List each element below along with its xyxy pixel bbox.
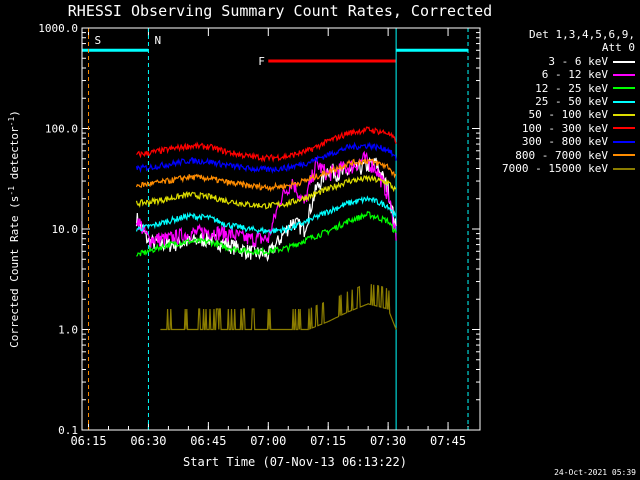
chart-title: RHESSI Observing Summary Count Rates, Co… bbox=[68, 2, 492, 20]
y-label-mid: detector bbox=[8, 126, 21, 186]
series-line-s700015000 bbox=[160, 284, 397, 331]
legend-item-s300800: 300 - 800 keV bbox=[480, 135, 635, 148]
legend-label-s8007000: 800 - 7000 keV bbox=[515, 148, 608, 162]
legend-label-s50100: 50 - 100 keV bbox=[528, 108, 608, 122]
flag-label-2: F bbox=[258, 55, 265, 68]
legend-swatch-s36 bbox=[613, 60, 635, 63]
y-label-sup-1: -1 bbox=[7, 186, 16, 196]
series-line-s8007000 bbox=[135, 157, 397, 193]
marker-label-0: S bbox=[95, 34, 102, 47]
x-tick-label-6: 07:45 bbox=[430, 434, 466, 448]
legend-label-s300800: 300 - 800 keV bbox=[521, 135, 608, 149]
y-tick-label-4: 1000.0 bbox=[38, 22, 78, 35]
legend-swatch-s300800 bbox=[613, 140, 635, 143]
legend-item-s2550: 25 - 50 keV bbox=[480, 95, 635, 108]
legend-label-s1225: 12 - 25 keV bbox=[535, 81, 608, 95]
marker-label-1: N bbox=[154, 34, 161, 47]
series-line-s2550 bbox=[135, 195, 397, 235]
legend-label-s36: 3 - 6 keV bbox=[548, 54, 608, 68]
legend-swatch-s2550 bbox=[613, 100, 635, 103]
series-line-s100300 bbox=[136, 126, 397, 163]
legend-label-s100300: 100 - 300 keV bbox=[521, 121, 608, 135]
legend-label-s700015000: 7000 - 15000 keV bbox=[502, 161, 608, 175]
x-axis-label: Start Time (07-Nov-13 06:13:22) bbox=[183, 455, 407, 469]
x-tick-label-2: 06:45 bbox=[190, 434, 226, 448]
plot-frame bbox=[81, 27, 481, 431]
series-line-s50100 bbox=[135, 174, 397, 210]
x-tick-label-3: 07:00 bbox=[250, 434, 286, 448]
legend-item-s1225: 12 - 25 keV bbox=[480, 82, 635, 95]
legend-header-attenuator: Att 0 bbox=[601, 41, 635, 55]
y-label-sup-2: -1 bbox=[7, 117, 16, 127]
legend-item-s8007000: 800 - 7000 keV bbox=[480, 149, 635, 162]
legend-swatch-s50100 bbox=[613, 114, 635, 117]
plot-layer: 0.1 1.0 10.0 100.0 1000.0 06:15 06:30 06:45 07:0… bbox=[38, 22, 480, 448]
legend-swatch-s1225 bbox=[613, 87, 635, 90]
y-label-main: Corrected Count Rate (s bbox=[8, 196, 21, 348]
y-axis-label: Corrected Count Rate (s-1 detector-1) bbox=[7, 110, 21, 348]
legend-label-s2550: 25 - 50 keV bbox=[535, 94, 608, 108]
legend-swatch-s700015000 bbox=[613, 167, 635, 170]
y-tick-label-1: 1.0 bbox=[58, 324, 78, 337]
timestamp: 24-Oct-2021 05:39 bbox=[554, 468, 636, 477]
y-tick-label-2: 10.0 bbox=[52, 223, 79, 236]
legend-item-s100300: 100 - 300 keV bbox=[480, 122, 635, 135]
legend-rows: 3 - 6 keV 6 - 12 keV 12 - 25 keV 25 - 50 ke… bbox=[480, 55, 635, 176]
legend: Det 1,3,4,5,6,9, Att 0 3 - 6 keV 6 - 12 k… bbox=[480, 28, 635, 175]
series-line-s1225 bbox=[136, 210, 397, 257]
legend-label-s612: 6 - 12 keV bbox=[541, 68, 608, 82]
legend-item-s36: 3 - 6 keV bbox=[480, 55, 635, 68]
legend-swatch-s8007000 bbox=[613, 154, 635, 157]
x-tick-label-0: 06:15 bbox=[70, 434, 106, 448]
x-tick-label-1: 06:30 bbox=[130, 434, 166, 448]
x-tick-label-4: 07:15 bbox=[310, 434, 346, 448]
y-label-end: ) bbox=[8, 110, 21, 117]
x-tick-label-5: 07:30 bbox=[370, 434, 406, 448]
series-line-s612 bbox=[135, 150, 397, 249]
legend-item-s50100: 50 - 100 keV bbox=[480, 108, 635, 121]
legend-swatch-s612 bbox=[613, 73, 635, 76]
y-tick-label-3: 100.0 bbox=[45, 123, 78, 136]
legend-swatch-s100300 bbox=[613, 127, 635, 130]
legend-item-s700015000: 7000 - 15000 keV bbox=[480, 162, 635, 175]
y-tick-label-0: 0.1 bbox=[58, 424, 78, 437]
series-line-s300800 bbox=[135, 141, 397, 174]
legend-header-detectors: Det 1,3,4,5,6,9, bbox=[529, 28, 635, 41]
legend-item-s612: 6 - 12 keV bbox=[480, 68, 635, 81]
